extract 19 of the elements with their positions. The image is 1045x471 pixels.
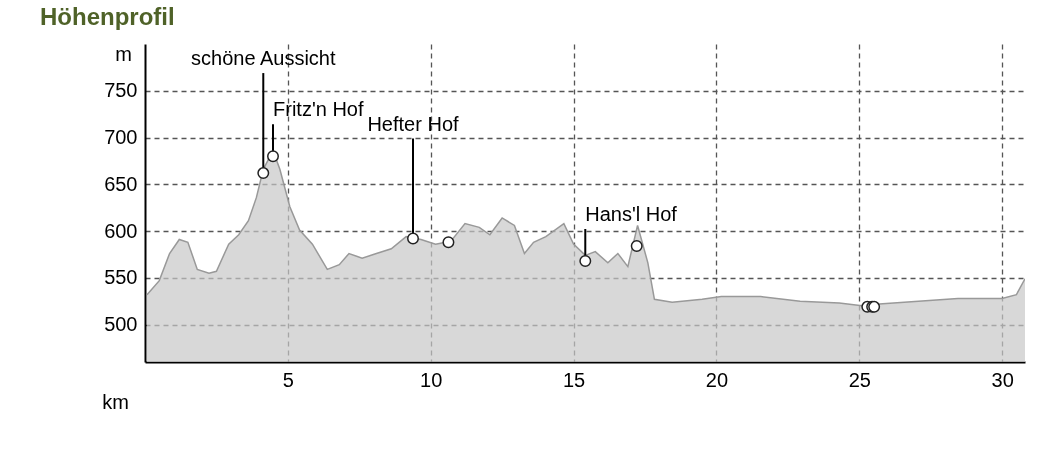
annotation: Fritz'n Hof bbox=[273, 98, 364, 121]
y-tick-label: 700 bbox=[104, 126, 138, 149]
annotation: Hans'l Hof bbox=[585, 202, 678, 225]
y-axis-title: m bbox=[115, 42, 132, 65]
y-tick-label: 600 bbox=[104, 219, 138, 242]
annotation: schöne Aussicht bbox=[191, 47, 336, 70]
x-tick-label: 20 bbox=[705, 368, 729, 391]
chart-title: Höhenprofil bbox=[40, 3, 175, 30]
x-tick-label: 30 bbox=[991, 368, 1014, 391]
y-tick-label: 550 bbox=[104, 266, 138, 289]
x-tick-label: 10 bbox=[420, 368, 443, 391]
y-tick-label: 500 bbox=[104, 313, 138, 336]
y-tick-label: 650 bbox=[104, 172, 138, 195]
x-tick-label: 25 bbox=[848, 368, 871, 391]
annotation: Hefter Hof bbox=[367, 112, 460, 135]
x-axis-title: km bbox=[102, 390, 129, 413]
x-tick-label: 5 bbox=[282, 368, 294, 391]
x-tick-label: 15 bbox=[562, 368, 586, 391]
y-tick-label: 750 bbox=[104, 79, 138, 102]
